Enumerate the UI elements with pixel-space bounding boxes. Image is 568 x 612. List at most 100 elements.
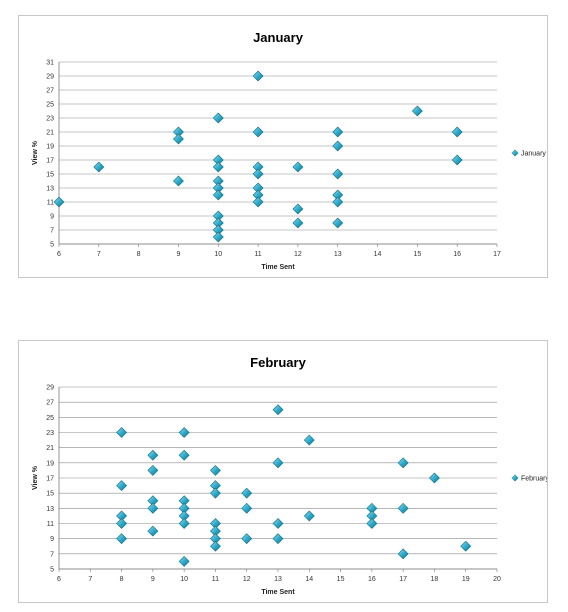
x-tick-label: 14 xyxy=(374,251,382,258)
data-point xyxy=(210,464,221,476)
data-point xyxy=(210,487,221,499)
data-point xyxy=(116,427,127,438)
x-tick-label: 15 xyxy=(337,576,345,583)
data-point xyxy=(292,203,304,215)
x-tick-label: 15 xyxy=(413,251,421,258)
data-point xyxy=(303,510,315,522)
february-chart-svg: February 5 7 9 11 13 15 17 19 21 23 25 27 29 6 7 8 9 10 11 1… xyxy=(32,355,547,596)
x-tick-label: 9 xyxy=(151,576,155,583)
x-tick-label: 13 xyxy=(274,576,282,583)
y-tick-label: 11 xyxy=(47,200,54,207)
legend-label: January xyxy=(521,151,546,158)
x-tick-label: 8 xyxy=(120,576,124,583)
x-tick-label: 17 xyxy=(493,251,501,258)
x-tick-label: 13 xyxy=(334,251,342,258)
data-point xyxy=(147,525,159,537)
data-point xyxy=(366,518,378,529)
x-tick-label: 12 xyxy=(243,576,251,583)
x-tick-label: 8 xyxy=(137,251,141,258)
data-point xyxy=(173,133,184,145)
y-tick-label: 15 xyxy=(46,172,54,179)
data-point xyxy=(292,217,304,229)
x-tick-label: 16 xyxy=(368,576,376,583)
data-point xyxy=(411,105,423,117)
data-point xyxy=(272,404,284,416)
legend-marker xyxy=(511,474,519,482)
data-point xyxy=(178,555,190,567)
x-tick-label: 11 xyxy=(212,576,219,583)
february-chart: February 5 7 9 11 13 15 17 19 21 23 25 27 29 6 7 8 9 10 11 1… xyxy=(18,340,548,603)
x-tick-label: 11 xyxy=(254,251,261,258)
x-tick-label: 14 xyxy=(305,576,313,583)
data-point xyxy=(397,548,409,560)
data-point xyxy=(272,518,284,529)
january-chart: January 5 7 9 11 13 15 17 19 21 23 25 27 29 31 6 7 8 9 10 11… xyxy=(18,15,548,278)
data-point xyxy=(303,434,315,446)
y-tick-label: 13 xyxy=(46,186,54,193)
data-point xyxy=(173,175,184,187)
x-axis-label: Time Sent xyxy=(261,264,295,271)
data-point xyxy=(332,196,344,208)
legend-marker xyxy=(511,149,519,157)
y-tick-label: 13 xyxy=(46,506,54,513)
y-axis-label: View % xyxy=(32,465,39,490)
x-tick-label: 12 xyxy=(294,251,302,258)
data-point xyxy=(147,449,159,461)
data-point xyxy=(178,427,190,438)
y-tick-label: 11 xyxy=(47,521,54,528)
data-point xyxy=(147,464,159,476)
y-tick-label: 19 xyxy=(46,144,54,151)
y-tick-label: 29 xyxy=(46,385,54,392)
data-point xyxy=(429,472,440,484)
data-point xyxy=(460,540,472,552)
data-point xyxy=(252,126,264,138)
x-tick-label: 6 xyxy=(57,251,61,258)
data-point xyxy=(116,518,127,529)
data-point xyxy=(178,518,190,529)
y-tick-label: 25 xyxy=(46,415,54,422)
data-point xyxy=(212,112,224,124)
data-point xyxy=(397,502,409,514)
data-point xyxy=(93,161,105,173)
y-tick-label: 21 xyxy=(46,445,54,452)
data-point xyxy=(212,161,224,173)
y-tick-label: 7 xyxy=(50,551,54,558)
y-tick-label: 19 xyxy=(46,460,54,467)
data-point xyxy=(241,533,253,545)
x-axis-label: Time Sent xyxy=(261,589,295,596)
chart-title: February xyxy=(250,355,306,370)
y-tick-label: 5 xyxy=(50,567,54,574)
y-tick-label: 27 xyxy=(46,88,54,95)
data-point xyxy=(397,457,409,469)
y-tick-label: 23 xyxy=(46,116,54,123)
data-point xyxy=(292,161,304,173)
data-point xyxy=(116,480,127,492)
y-tick-label: 21 xyxy=(46,130,54,137)
data-point xyxy=(212,231,224,243)
data-point xyxy=(241,502,253,514)
data-point xyxy=(252,196,264,208)
x-tick-label: 20 xyxy=(493,576,501,583)
data-point xyxy=(116,533,127,545)
data-point xyxy=(252,168,264,180)
chart-title: January xyxy=(253,30,304,45)
y-tick-label: 31 xyxy=(46,60,54,67)
data-point xyxy=(241,487,253,499)
x-tick-label: 10 xyxy=(180,576,188,583)
x-tick-label: 10 xyxy=(214,251,222,258)
data-point xyxy=(147,502,159,514)
data-point xyxy=(332,126,344,138)
data-point xyxy=(212,189,224,201)
x-tick-label: 7 xyxy=(97,251,101,258)
y-tick-label: 23 xyxy=(46,430,54,437)
x-tick-label: 18 xyxy=(431,576,439,583)
data-point xyxy=(332,168,344,180)
y-tick-label: 15 xyxy=(46,491,54,498)
data-point xyxy=(252,70,264,82)
data-point xyxy=(332,140,344,152)
data-point xyxy=(451,126,463,138)
y-tick-label: 25 xyxy=(46,102,54,109)
y-tick-label: 9 xyxy=(50,214,54,221)
y-axis-label: View % xyxy=(32,140,39,165)
x-tick-label: 17 xyxy=(399,576,407,583)
